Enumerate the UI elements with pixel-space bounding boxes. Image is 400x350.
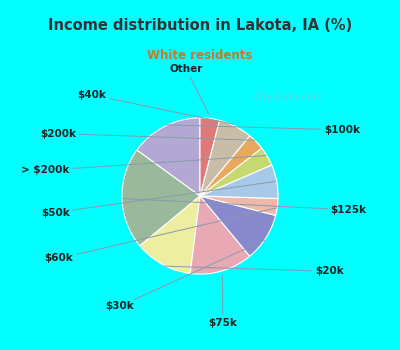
Wedge shape: [200, 148, 272, 196]
Text: $60k: $60k: [44, 208, 276, 264]
Wedge shape: [190, 196, 250, 274]
Text: Other: Other: [170, 64, 209, 114]
Wedge shape: [200, 118, 220, 196]
Text: $100k: $100k: [166, 125, 360, 135]
Text: $20k: $20k: [164, 266, 344, 276]
Text: $200k: $200k: [40, 128, 255, 140]
Text: $50k: $50k: [41, 181, 276, 218]
Text: City-Data.com: City-Data.com: [253, 92, 323, 103]
Wedge shape: [122, 150, 200, 246]
Text: $40k: $40k: [78, 90, 234, 124]
Text: $75k: $75k: [208, 275, 238, 328]
Wedge shape: [200, 120, 250, 196]
Text: White residents: White residents: [147, 49, 253, 62]
Text: $125k: $125k: [123, 199, 366, 215]
Text: $30k: $30k: [105, 240, 265, 311]
Text: Income distribution in Lakota, IA (%): Income distribution in Lakota, IA (%): [48, 18, 352, 33]
Wedge shape: [200, 136, 262, 196]
Wedge shape: [200, 196, 276, 256]
Wedge shape: [140, 196, 200, 273]
Wedge shape: [200, 196, 278, 215]
Text: > $200k: > $200k: [21, 155, 266, 175]
Wedge shape: [137, 118, 200, 196]
Wedge shape: [200, 165, 278, 198]
